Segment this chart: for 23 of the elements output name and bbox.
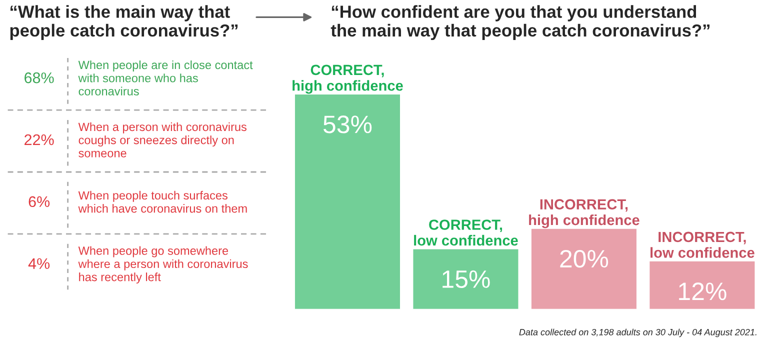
text: “What is the main way that people catch coronavirus?”: [10, 5, 238, 40]
category-label: When people are in close contact with someone who has coronavirus: [78, 60, 253, 96]
bar: [648, 260, 756, 310]
data-label: 15%: [442, 270, 490, 288]
x-tick-label: CORRECT, low confidence: [414, 220, 518, 246]
x-tick-label: INCORRECT, high confidence: [529, 199, 640, 228]
data-label: 53%: [323, 116, 372, 134]
text: Data collected on 3,198 adults on 30 July - 04 August 2021.: [519, 328, 756, 338]
bar: [294, 93, 402, 310]
bar: [530, 227, 638, 310]
chart-title: “How confident are you that you understand the main way that people catch coronavirus?”: [330, 5, 710, 40]
data-label: 20%: [560, 250, 608, 268]
data-label: 22%: [24, 134, 54, 146]
category-label: When people go somewhere where a person with coronavirus has recently left: [78, 246, 248, 284]
data-label: 4%: [28, 258, 50, 269]
category-label: When people touch surfaces which have coronavirus on them: [78, 190, 247, 213]
data-label: 68%: [24, 72, 54, 84]
category-label: When a person with coronavirus coughs or sneezes directly on someone: [78, 122, 246, 158]
bar: [412, 248, 520, 310]
data-label: 12%: [679, 282, 726, 300]
data-label: 6%: [28, 196, 50, 208]
x-tick-label: INCORRECT, low confidence: [650, 232, 754, 258]
x-tick-label: CORRECT, high confidence: [292, 64, 403, 94]
